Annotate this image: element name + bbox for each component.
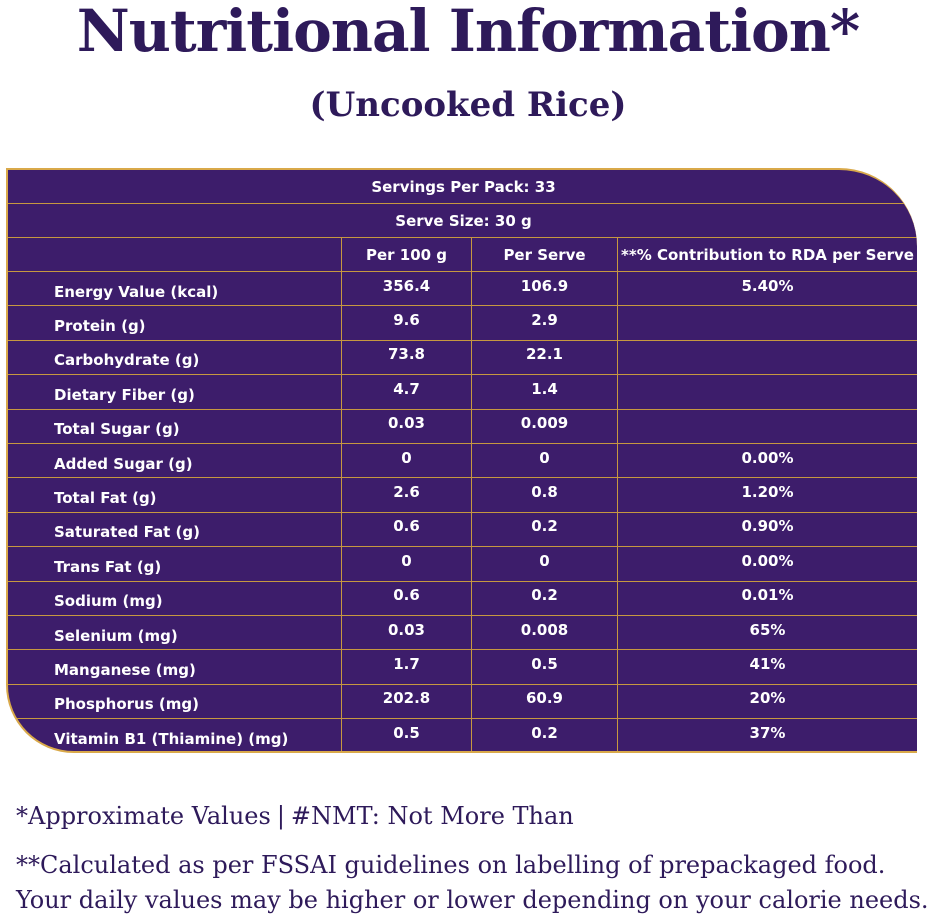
table-row: Sodium (mg) 0.6 0.2 0.01%: [8, 581, 917, 616]
per-serve-value: 0.8: [471, 478, 617, 512]
rda-value: [617, 375, 917, 409]
per-serve-value: 0: [471, 444, 617, 478]
rda-value: 1.20%: [617, 478, 917, 512]
per-100g-value: 0.5: [341, 719, 471, 751]
table-header-row: Per 100 g Per Serve **% Contribution to …: [8, 238, 917, 272]
nutrient-name: Saturated Fat (g): [54, 523, 200, 542]
page-title: Nutritional Information*: [76, 0, 861, 65]
table-row: Trans Fat (g) 0 0 0.00%: [8, 547, 917, 582]
table-row: Energy Value (kcal) 356.4 106.9 5.40%: [8, 272, 917, 307]
per-serve-value: 22.1: [471, 340, 617, 375]
footnote-approx-text: *Approximate Values: [16, 802, 271, 830]
rda-value: 5.40%: [617, 272, 917, 306]
table-row: Saturated Fat (g) 0.6 0.2 0.90%: [8, 512, 917, 548]
rda-value: 65%: [617, 616, 917, 650]
servings-per-pack: Servings Per Pack: 33: [371, 177, 556, 196]
per-100g-value: 356.4: [341, 272, 471, 306]
rda-value: 0.00%: [617, 444, 917, 478]
per-100g-value: 0: [341, 547, 471, 581]
nutrient-name: Selenium (mg): [54, 626, 178, 645]
per-100g-value: 0: [341, 444, 471, 478]
nutrient-name: Dietary Fiber (g): [54, 385, 195, 404]
rda-value: 0.00%: [617, 547, 917, 581]
nutrient-name: Manganese (mg): [54, 661, 196, 680]
header-per-100g: Per 100 g: [341, 238, 471, 271]
per-serve-value: 60.9: [471, 684, 617, 719]
table-row: Phosphorus (mg) 202.8 60.9 20%: [8, 684, 917, 720]
footnote-fssai-line: **Calculated as per FSSAI guidelines on …: [16, 851, 886, 879]
footnote-nmt-text: #NMT: Not More Than: [290, 802, 574, 830]
header-rda: **% Contribution to RDA per Serve: [617, 238, 917, 271]
table-row: Carbohydrate (g) 73.8 22.1: [8, 340, 917, 376]
rda-value: [617, 306, 917, 340]
per-100g-value: 0.03: [341, 616, 471, 650]
per-100g-value: 73.8: [341, 340, 471, 375]
per-serve-value: 0.009: [471, 409, 617, 443]
header-nutrient: [8, 238, 341, 271]
per-100g-value: 0.6: [341, 512, 471, 547]
per-100g-value: 4.7: [341, 375, 471, 409]
per-serve-value: 2.9: [471, 306, 617, 340]
nutrient-name: Sodium (mg): [54, 592, 163, 611]
per-100g-value: 202.8: [341, 684, 471, 719]
per-100g-value: 2.6: [341, 478, 471, 512]
servings-per-pack-row: Servings Per Pack: 33: [8, 170, 917, 204]
nutrient-name: Energy Value (kcal): [54, 282, 219, 301]
per-serve-value: 0.5: [471, 650, 617, 684]
per-100g-value: 0.6: [341, 581, 471, 615]
nutrient-name: Carbohydrate (g): [54, 351, 200, 370]
table-row: Manganese (mg) 1.7 0.5 41%: [8, 650, 917, 685]
nutrient-name: Added Sugar (g): [54, 454, 193, 473]
page-subtitle: (Uncooked Rice): [309, 85, 627, 125]
footnote-daily-values-line: Your daily values may be higher or lower…: [16, 886, 929, 914]
per-serve-value: 0.008: [471, 616, 617, 650]
nutrient-name: Vitamin B1 (Thiamine) (mg): [54, 730, 289, 749]
table-row: Added Sugar (g) 0 0 0.00%: [8, 444, 917, 479]
footnote-fssai: **Calculated as per FSSAI guidelines on …: [16, 848, 929, 918]
nutrient-name: Protein (g): [54, 317, 146, 336]
serve-size: Serve Size: 30 g: [395, 211, 532, 230]
per-serve-value: 0.2: [471, 512, 617, 547]
table-row: Dietary Fiber (g) 4.7 1.4: [8, 375, 917, 410]
header-per-serve: Per Serve: [471, 238, 617, 271]
per-serve-value: 0: [471, 547, 617, 581]
table-row: Total Fat (g) 2.6 0.8 1.20%: [8, 478, 917, 513]
per-serve-value: 0.2: [471, 581, 617, 615]
footnote-separator: |: [276, 802, 285, 830]
per-serve-value: 0.2: [471, 719, 617, 751]
rda-value: [617, 340, 917, 375]
table-row: Selenium (mg) 0.03 0.008 65%: [8, 616, 917, 651]
nutrient-name: Total Fat (g): [54, 489, 157, 508]
per-100g-value: 0.03: [341, 409, 471, 443]
per-serve-value: 106.9: [471, 272, 617, 306]
per-100g-value: 9.6: [341, 306, 471, 340]
per-100g-value: 1.7: [341, 650, 471, 684]
nutrient-name: Total Sugar (g): [54, 420, 180, 439]
footnote-approx: *Approximate Values | #NMT: Not More Than: [16, 798, 574, 834]
rda-value: 0.01%: [617, 581, 917, 615]
nutrient-name: Trans Fat (g): [54, 557, 162, 576]
table-row: Protein (g) 9.6 2.9: [8, 306, 917, 341]
rda-value: 20%: [617, 684, 917, 719]
rda-value: 0.90%: [617, 512, 917, 547]
rda-value: [617, 409, 917, 443]
per-serve-value: 1.4: [471, 375, 617, 409]
rda-value: 41%: [617, 650, 917, 684]
table-row: Vitamin B1 (Thiamine) (mg) 0.5 0.2 37%: [8, 719, 917, 751]
table-row: Total Sugar (g) 0.03 0.009: [8, 409, 917, 444]
serve-size-row: Serve Size: 30 g: [8, 204, 917, 238]
nutrition-table: Servings Per Pack: 33 Serve Size: 30 g P…: [6, 168, 917, 753]
rda-value: 37%: [617, 719, 917, 751]
nutrient-name: Phosphorus (mg): [54, 695, 199, 714]
